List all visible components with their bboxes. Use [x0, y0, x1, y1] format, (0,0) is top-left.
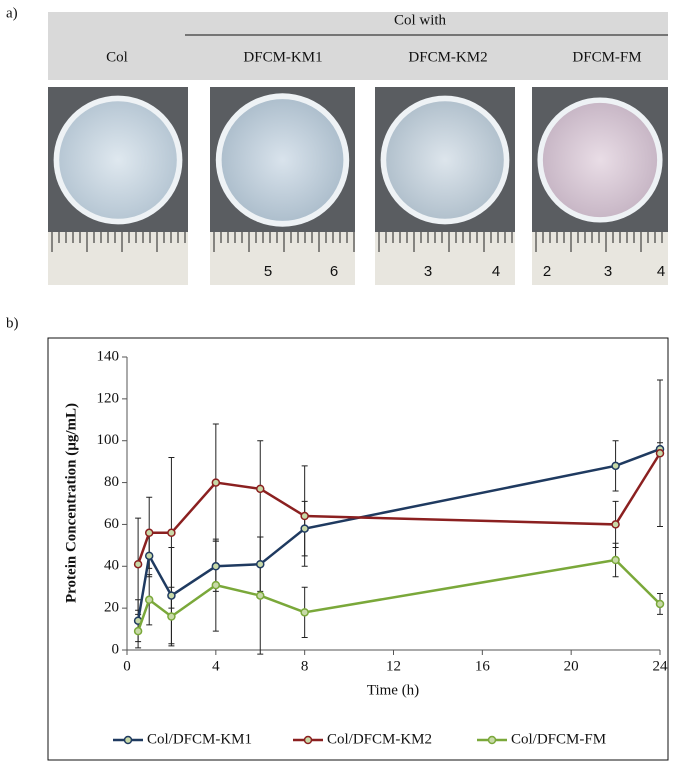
legend-label: Col/DFCM-KM1 [147, 731, 252, 747]
well-inner [386, 101, 504, 219]
data-point [611, 461, 620, 471]
ruler-label: 4 [492, 263, 500, 280]
ruler-label: 6 [330, 263, 338, 280]
x-tick-label: 16 [475, 658, 491, 674]
column-label: DFCM-KM2 [408, 49, 487, 65]
legend-label: Col/DFCM-FM [511, 731, 606, 747]
legend-marker [487, 735, 497, 745]
data-point [133, 626, 143, 636]
data-point [611, 520, 620, 529]
group-title: Col with [394, 12, 447, 28]
series-line [136, 447, 661, 621]
x-axis-label: Time (h) [367, 682, 419, 698]
panel-label: a) [6, 5, 18, 21]
series-line [136, 558, 661, 632]
ruler-label: 4 [657, 263, 665, 280]
legend-marker [123, 735, 133, 745]
data-point [167, 612, 176, 621]
well-inner [542, 102, 658, 218]
panel-label: b) [6, 315, 19, 331]
x-tick-label: 12 [386, 658, 401, 674]
well-inner [59, 101, 177, 219]
y-axis-label: Protein Concentration (µg/mL) [63, 403, 79, 603]
ruler [48, 232, 188, 285]
data-point [211, 562, 221, 571]
y-tick-label: 100 [97, 432, 120, 448]
ruler [375, 232, 515, 285]
y-tick-label: 20 [104, 600, 119, 616]
x-tick-label: 4 [212, 658, 220, 674]
ruler [532, 232, 668, 285]
ruler-label: 5 [264, 263, 272, 280]
data-point [655, 599, 665, 609]
data-point [211, 478, 221, 487]
ruler-label: 3 [424, 263, 432, 280]
ruler-label: 3 [604, 263, 612, 280]
x-tick-label: 20 [564, 658, 579, 674]
column-label: DFCM-FM [572, 49, 641, 65]
legend-marker [303, 735, 313, 745]
y-tick-label: 120 [97, 390, 120, 406]
x-tick-label: 8 [301, 658, 309, 674]
y-tick-label: 60 [104, 516, 119, 532]
data-point [144, 595, 154, 605]
data-point [300, 511, 309, 521]
y-tick-label: 140 [97, 348, 120, 364]
ruler-label: 2 [543, 263, 551, 280]
chart-frame [47, 337, 669, 761]
data-point [144, 528, 154, 538]
data-point [300, 524, 309, 533]
data-point [256, 591, 265, 600]
data-point [167, 528, 176, 538]
data-point [144, 551, 154, 561]
legend-label: Col/DFCM-KM2 [327, 731, 432, 747]
header-band [48, 12, 668, 80]
photos [48, 87, 668, 285]
data-point [256, 559, 265, 569]
x-tick-label: 24 [653, 658, 669, 674]
y-tick-label: 40 [104, 558, 119, 574]
well-inner [221, 99, 344, 221]
data-point [611, 555, 620, 565]
data-point [256, 484, 265, 494]
data-point [167, 591, 176, 600]
data-point [133, 559, 143, 569]
data-point [655, 449, 665, 458]
y-tick-label: 80 [104, 474, 119, 490]
data-point [211, 580, 221, 590]
ruler [210, 232, 355, 285]
data-point [300, 608, 309, 617]
x-tick-label: 0 [123, 658, 131, 674]
y-tick-label: 0 [112, 641, 120, 657]
column-label: DFCM-KM1 [243, 49, 322, 65]
column-label: Col [106, 49, 128, 65]
